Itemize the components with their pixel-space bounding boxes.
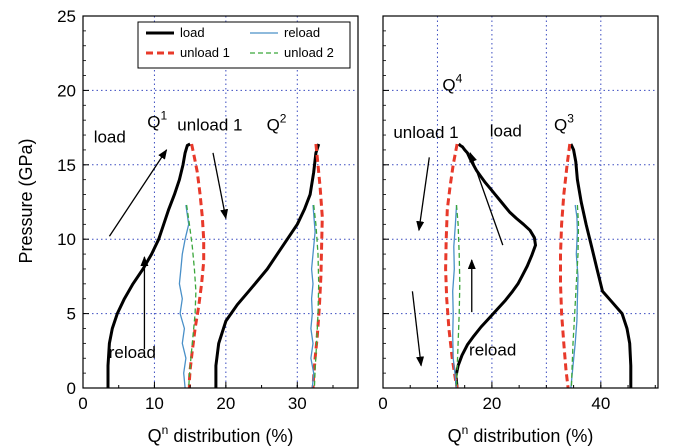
- series-unload2-line: [185, 204, 197, 389]
- x-axis-label-main: Q: [448, 426, 462, 446]
- x-axis-label: Qn distribution (%): [148, 423, 294, 446]
- series-reload-line: [310, 204, 316, 389]
- annotation-label: reload: [109, 343, 156, 362]
- plot-frame: [82, 15, 359, 389]
- annotation-label: Q3: [554, 112, 574, 135]
- annotation-label: load: [490, 122, 522, 141]
- x-tick-label: 40: [591, 394, 610, 413]
- series-load-line: [214, 143, 321, 388]
- annotation-arrow: [212, 152, 229, 220]
- x-tick-label: 10: [145, 394, 164, 413]
- legend-label-unload2: unload 2: [284, 45, 334, 60]
- series-reload-line: [452, 204, 458, 389]
- series-unload2-line: [455, 204, 461, 389]
- x-axis-label-main: Q: [148, 426, 162, 446]
- series-unload1-line: [311, 143, 324, 389]
- legend: load reload unload 1 unload 2: [137, 21, 351, 69]
- x-axis-label: Qn distribution (%): [448, 423, 594, 446]
- x-axis-label-rest: distribution (%): [168, 426, 293, 446]
- annotation-label: Q1: [147, 109, 167, 132]
- series-unload1-line: [444, 143, 459, 389]
- legend-box: [137, 21, 351, 69]
- series-load-line: [106, 142, 191, 388]
- y-axis-label: Pressure (GPa): [16, 138, 36, 263]
- x-tick-label: 30: [288, 394, 307, 413]
- legend-label-unload1: unload 1: [180, 45, 230, 60]
- y-tick-label: 10: [57, 230, 76, 249]
- x-axis-label-sup: n: [462, 423, 469, 437]
- x-axis-label-rest: distribution (%): [468, 426, 593, 446]
- x-tick-label: 20: [482, 394, 501, 413]
- annotation-label-sup: 4: [456, 71, 463, 85]
- annotation-label: load: [94, 127, 126, 146]
- series-load-line: [569, 143, 633, 388]
- y-tick-label: 0: [67, 379, 76, 398]
- legend-label-reload: reload: [284, 25, 320, 40]
- series-reload-line: [570, 204, 579, 389]
- annotation-label-main: Q: [147, 113, 160, 132]
- series-reload-line: [178, 204, 190, 389]
- x-tick-label: 20: [216, 394, 235, 413]
- y-tick-label: 20: [57, 81, 76, 100]
- series-load-line: [454, 142, 537, 389]
- annotation-label: reload: [469, 340, 516, 359]
- annotation-label-sup: 1: [161, 109, 168, 123]
- annotation-label-sup: 3: [567, 112, 574, 126]
- annotation-label: Q2: [267, 112, 287, 135]
- legend-label-load: load: [180, 25, 205, 40]
- annotation-label-sup: 2: [280, 112, 287, 126]
- annotation-label: unload 1: [393, 123, 458, 142]
- y-tick-label: 15: [57, 156, 76, 175]
- y-tick-label: 25: [57, 7, 76, 26]
- x-tick-label: 0: [78, 394, 87, 413]
- series-unload2-line: [570, 204, 580, 389]
- annotation-arrow: [469, 151, 504, 246]
- annotation-label: unload 1: [177, 116, 242, 135]
- annotation-label-main: Q: [267, 116, 280, 135]
- annotation-arrow: [416, 157, 430, 232]
- series-unload1-line: [559, 143, 572, 389]
- y-tick-label: 5: [67, 305, 76, 324]
- plot-frame: [382, 15, 659, 389]
- series-unload2-line: [313, 204, 320, 389]
- annotation-label-main: Q: [442, 75, 455, 94]
- annotation-label: Q4: [442, 71, 462, 94]
- annotation-label-main: Q: [554, 116, 567, 135]
- annotation-arrow: [411, 291, 425, 367]
- annotation-arrow: [108, 149, 168, 237]
- x-tick-label: 0: [378, 394, 387, 413]
- x-axis-label-sup: n: [162, 423, 169, 437]
